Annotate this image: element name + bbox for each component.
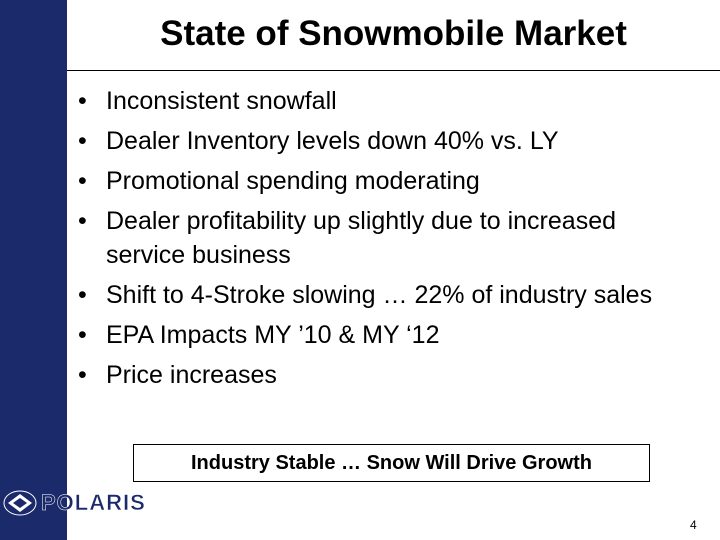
logo-mark (3, 490, 37, 516)
bullet-item: Dealer Inventory levels down 40% vs. LY (78, 124, 686, 158)
bullet-item: EPA Impacts MY ’10 & MY ‘12 (78, 318, 686, 352)
sidebar (0, 0, 67, 540)
bullet-item: Dealer profitability up slightly due to … (78, 204, 686, 272)
bullet-item: Shift to 4-Stroke slowing … 22% of indus… (78, 278, 686, 312)
callout-box: Industry Stable … Snow Will Drive Growth (133, 444, 650, 482)
bullet-list: Inconsistent snowfall Dealer Inventory le… (78, 84, 686, 398)
bullet-item: Price increases (78, 358, 686, 392)
slide-title: State of Snowmobile Market (160, 14, 627, 53)
page-number: 4 (690, 518, 697, 532)
bullet-item: Promotional spending moderating (78, 164, 686, 198)
logo-text: POLARIS (41, 490, 146, 516)
logo: POLARIS (3, 490, 146, 516)
title-rule (67, 70, 720, 71)
bullet-item: Inconsistent snowfall (78, 84, 686, 118)
